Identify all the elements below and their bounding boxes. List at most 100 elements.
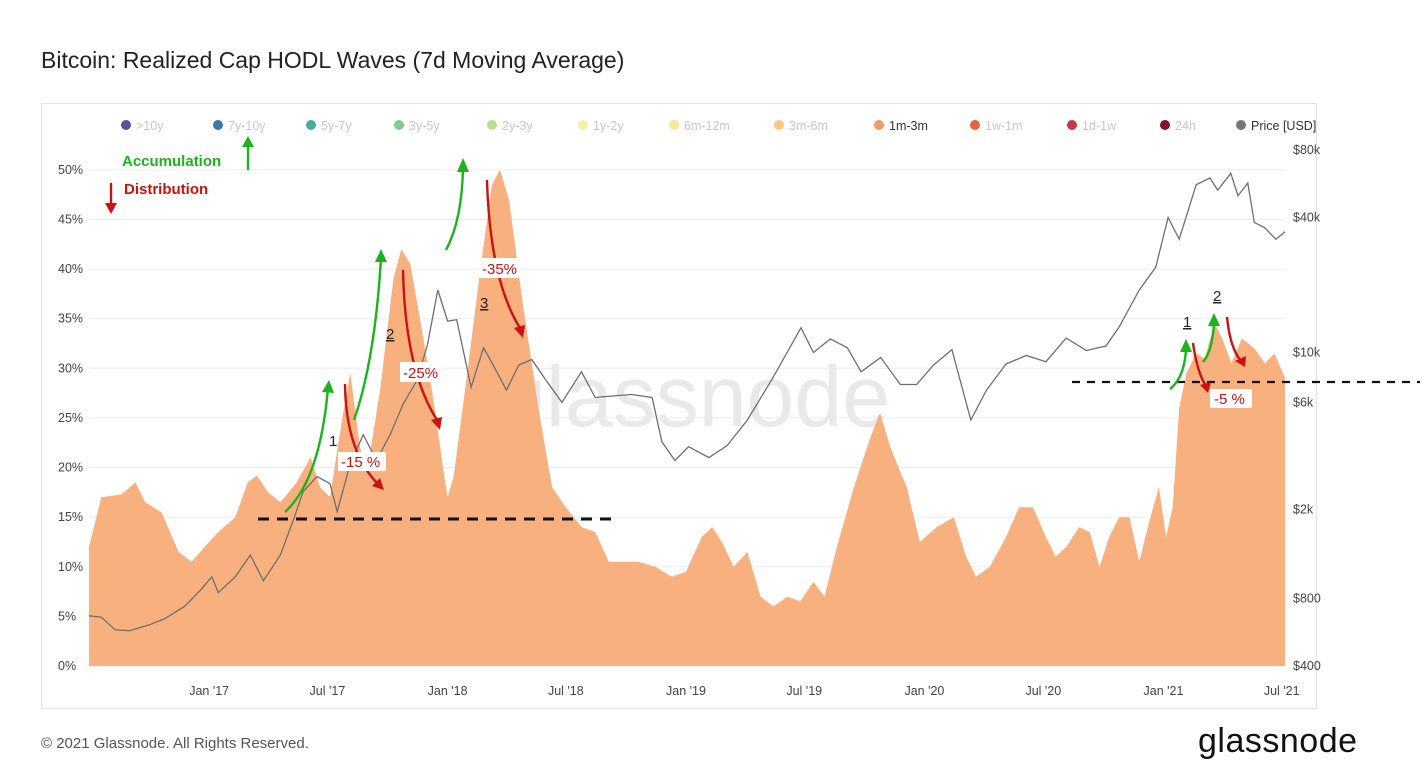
legend-item-1d-1w[interactable]: 1d-1w <box>1067 119 1117 133</box>
legend-label: 1w-1m <box>985 119 1023 133</box>
red-arrow-r2 <box>1225 316 1246 367</box>
line-series-price <box>88 171 1286 632</box>
accumulation-arrow-icon <box>242 136 254 170</box>
y-axis-right: $400 $800 $2k $6k $10k $40k $80k <box>1293 143 1321 673</box>
y-left-tick-label: 35% <box>58 312 83 326</box>
legend-item-7y-10y[interactable]: 7y-10y <box>213 119 266 133</box>
pct-label-bg-2 <box>400 362 442 382</box>
legend-swatch <box>874 120 884 130</box>
y-right-tick-label: $6k <box>1293 395 1314 409</box>
y-right-tick-label: $800 <box>1293 591 1321 605</box>
legend-item-24h[interactable]: 24h <box>1160 119 1196 133</box>
y-left-tick-label: 50% <box>58 163 83 177</box>
legend-label: 1y-2y <box>593 119 624 133</box>
legend-swatch <box>213 120 223 130</box>
chart-title: Bitcoin: Realized Cap HODL Waves (7d Mov… <box>41 47 625 73</box>
legend-label: >10y <box>136 119 164 133</box>
legend-label: Price [USD] <box>1251 119 1316 133</box>
legend-swatch <box>578 120 588 130</box>
y-left-tick-label: 0% <box>58 659 76 673</box>
red-arrow-1 <box>343 383 384 490</box>
red-arrow-r1 <box>1191 342 1211 393</box>
legend-item-2y-3y[interactable]: 2y-3y <box>487 119 533 133</box>
red-arrow-2 <box>401 269 442 430</box>
legend-item-1w-1m[interactable]: 1w-1m <box>970 119 1023 133</box>
pct-label-2: -25% <box>403 365 438 382</box>
y-right-tick-label: $10k <box>1293 346 1321 360</box>
pct-label-3: -35% <box>482 261 517 278</box>
legend-label: 2y-3y <box>502 119 533 133</box>
x-tick-label: Jan '20 <box>904 684 944 698</box>
y-left-tick-label: 40% <box>58 262 83 276</box>
legend-item-5y-7y[interactable]: 5y-7y <box>306 119 352 133</box>
legend-item-3m-6m[interactable]: 3m-6m <box>774 119 828 133</box>
green-arrow-2 <box>352 249 387 421</box>
x-tick-label: Jul '20 <box>1025 684 1061 698</box>
pct-label-1: -15 % <box>341 454 380 471</box>
y-left-tick-label: 25% <box>58 411 83 425</box>
chart-panel <box>41 103 1317 709</box>
distribution-arrow-icon <box>105 183 117 214</box>
legend-swatch <box>774 120 784 130</box>
distribution-label: Distribution <box>124 181 208 198</box>
accumulation-label: Accumulation <box>122 153 221 170</box>
legend-swatch <box>1067 120 1077 130</box>
legend-label: 3y-5y <box>409 119 440 133</box>
area-series-1m-3m <box>89 169 1285 667</box>
legend-item-1m-3m[interactable]: 1m-3m <box>874 119 928 133</box>
y-left-tick-label: 30% <box>58 361 83 375</box>
wave-number-3: 3 <box>480 295 488 312</box>
green-arrow-r1 <box>1169 339 1192 390</box>
legend-label: 5y-7y <box>321 119 352 133</box>
green-arrow-1 <box>284 380 334 513</box>
footer-copyright: © 2021 Glassnode. All Rights Reserved. <box>41 735 309 752</box>
y-left-tick-label: 15% <box>58 510 83 524</box>
legend-label: 6m-12m <box>684 119 730 133</box>
x-tick-label: Jan '19 <box>666 684 706 698</box>
wave-number-r2: 2 <box>1213 288 1221 305</box>
legend-swatch <box>970 120 980 130</box>
legend-swatch <box>394 120 404 130</box>
annotations: Accumulation Distribution 1 -15 % <box>105 136 1420 521</box>
legend-label: 3m-6m <box>789 119 828 133</box>
y-left-tick-label: 45% <box>58 212 83 226</box>
wave-number-1: 1 <box>329 433 337 450</box>
y-left-tick-label: 10% <box>58 560 83 574</box>
x-tick-label: Jul '18 <box>548 684 584 698</box>
legend-swatch <box>669 120 679 130</box>
pct-label-r2: -5 % <box>1214 391 1245 408</box>
x-tick-label: Jan '21 <box>1144 684 1184 698</box>
y-right-tick-label: $2k <box>1293 502 1314 516</box>
y-right-tick-label: $400 <box>1293 659 1321 673</box>
green-arrow-r2 <box>1202 313 1220 363</box>
y-right-tick-label: $80k <box>1293 143 1321 157</box>
x-tick-label: Jan '18 <box>428 684 468 698</box>
legend-swatch <box>306 120 316 130</box>
x-tick-label: Jul '19 <box>786 684 822 698</box>
legend-swatch <box>487 120 497 130</box>
legend-item-6m-12m[interactable]: 6m-12m <box>669 119 730 133</box>
x-tick-label: Jan '17 <box>189 684 229 698</box>
y-right-tick-label: $40k <box>1293 211 1321 225</box>
legend-label: 1d-1w <box>1082 119 1117 133</box>
brand-logo: glassnode <box>1198 722 1358 760</box>
pct-label-bg-3 <box>479 258 521 278</box>
pct-label-bg-1 <box>338 452 386 471</box>
legend-item-3y-5y[interactable]: 3y-5y <box>394 119 440 133</box>
x-axis: Jan '17 Jul '17 Jan '18 Jul '18 Jan '19 Jul '… <box>189 684 1299 698</box>
green-arrow-3 <box>444 158 469 251</box>
legend-swatch <box>121 120 131 130</box>
legend-item-price-usd-[interactable]: Price [USD] <box>1236 119 1316 133</box>
pct-label-bg-r2 <box>1210 389 1252 408</box>
legend-item--10y[interactable]: >10y <box>121 119 164 133</box>
legend-item-1y-2y[interactable]: 1y-2y <box>578 119 624 133</box>
legend-label: 24h <box>1175 119 1196 133</box>
y-left-tick-label: 5% <box>58 609 76 623</box>
legend-label: 1m-3m <box>889 119 928 133</box>
wave-number-2: 2 <box>386 326 394 343</box>
legend-swatch <box>1236 120 1246 130</box>
legend-label: 7y-10y <box>228 119 266 133</box>
watermark: glassnode <box>498 349 890 445</box>
x-tick-label: Jul '17 <box>310 684 346 698</box>
